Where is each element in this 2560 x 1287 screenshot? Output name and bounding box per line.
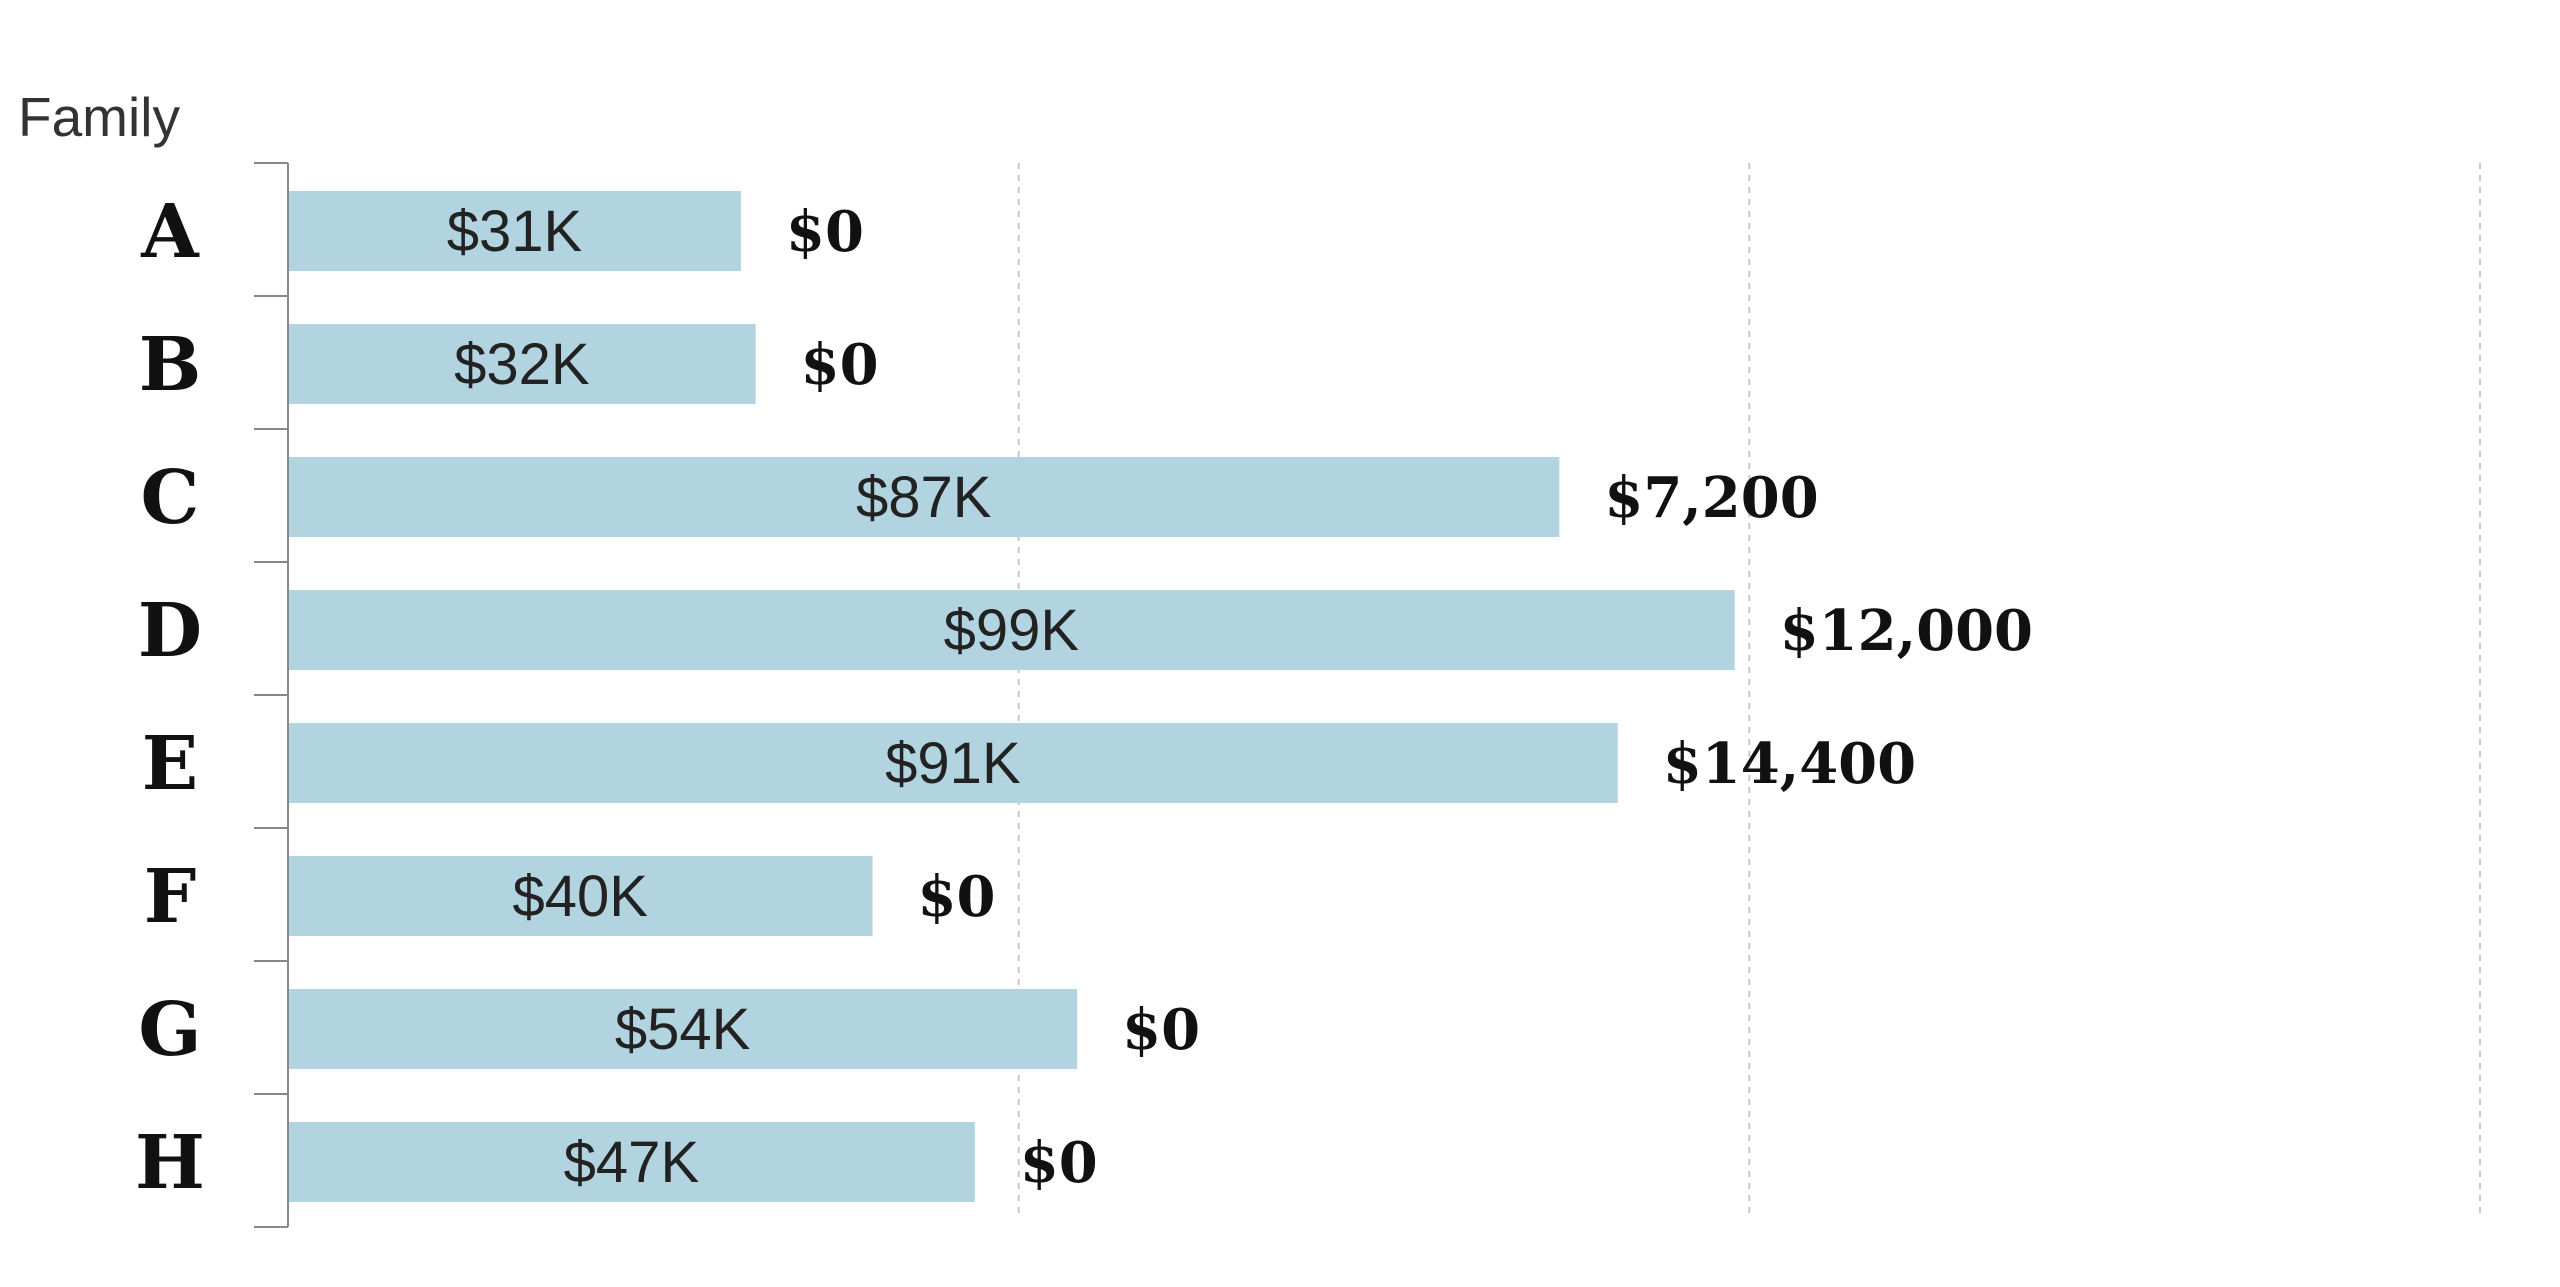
secondary-value-label: $0	[786, 199, 864, 265]
bar	[288, 723, 1618, 803]
secondary-value-label: $14,400	[1663, 731, 1916, 797]
secondary-value-label: $0	[1122, 997, 1200, 1063]
bar	[288, 590, 1735, 670]
bar	[288, 989, 1078, 1069]
category-label: A	[140, 189, 200, 275]
category-label: E	[142, 721, 198, 807]
category-label: C	[141, 455, 200, 541]
grid-lines	[1017, 163, 2481, 1217]
bars: $31K $0 $32K $0 $87K $7,200 $99K $12,000 $91K $14…	[288, 191, 2033, 1202]
bar-value-label: $91K	[885, 731, 1021, 796]
category-label: B	[139, 322, 202, 408]
secondary-value-label: $0	[801, 332, 879, 398]
category-label: H	[135, 1120, 205, 1206]
bar-value-label: $54K	[615, 997, 751, 1062]
bar-value-label: $87K	[856, 465, 992, 530]
secondary-value-label: $7,200	[1604, 465, 1818, 531]
category-label: F	[144, 854, 197, 940]
bar	[288, 324, 756, 404]
bar-value-label: $99K	[944, 598, 1080, 663]
bar-value-label: $31K	[447, 199, 583, 264]
secondary-value-label: $0	[918, 864, 996, 930]
secondary-value-label: $0	[1020, 1130, 1098, 1196]
category-label: G	[138, 987, 201, 1073]
secondary-value-label: $12,000	[1780, 598, 2033, 664]
category-label: D	[138, 588, 202, 674]
bar-value-label: $32K	[454, 332, 590, 397]
bar	[288, 457, 1560, 537]
bar	[288, 191, 742, 271]
bar-value-label: $40K	[513, 864, 649, 929]
bar	[288, 1122, 975, 1202]
bar-value-label: $47K	[564, 1130, 700, 1195]
y-axis-title: Family	[18, 86, 180, 148]
bar	[288, 856, 873, 936]
